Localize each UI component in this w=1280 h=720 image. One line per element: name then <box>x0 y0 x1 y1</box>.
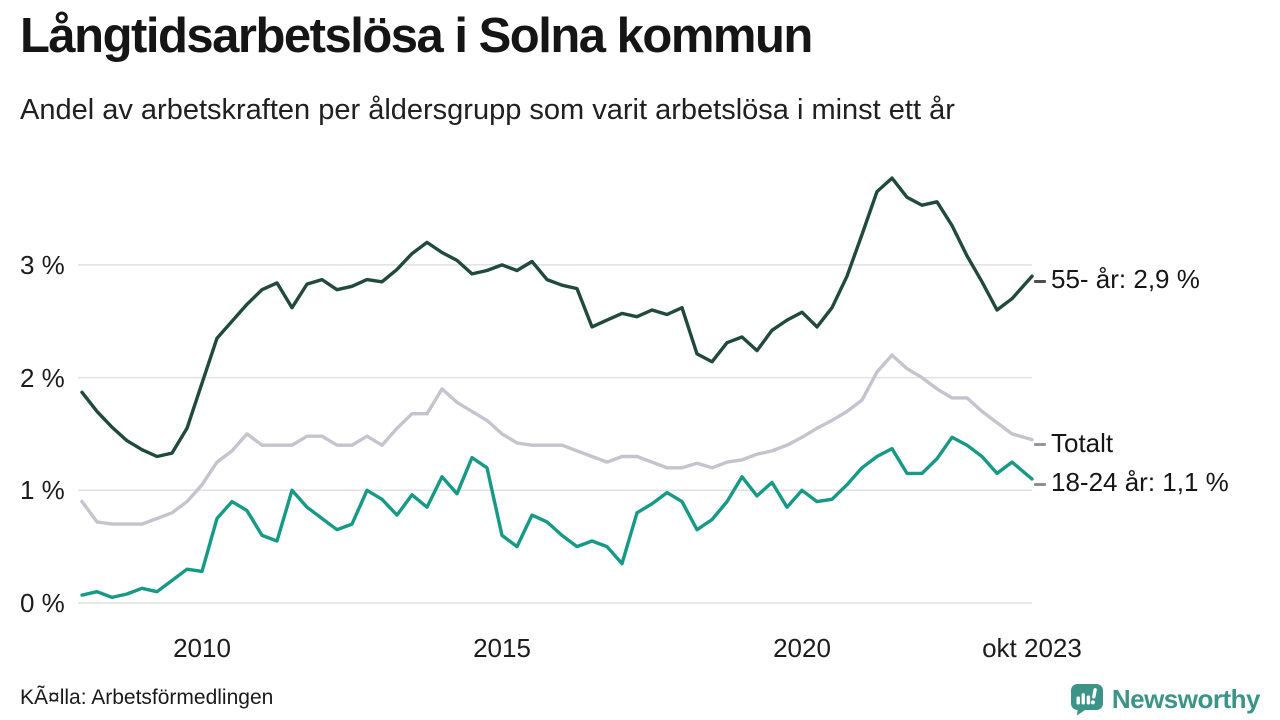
series-end-label-55-r: 55- år: 2,9 % <box>1034 264 1200 294</box>
end-label-text: Totalt <box>1051 427 1114 458</box>
newsworthy-icon <box>1070 684 1103 716</box>
series-line-totalt <box>80 353 1034 526</box>
brand-name: Newsworthy <box>1111 684 1261 714</box>
x-tick-label: 2010 <box>173 633 231 663</box>
x-tick-label: 2015 <box>473 633 531 663</box>
end-label-text: 18-24 år: 1,1 % <box>1051 467 1229 498</box>
y-tick-label: 3 % <box>20 249 65 280</box>
bar-chart-glyph <box>1076 693 1090 705</box>
page-title: Långtidsarbetslösa i Solna kommun <box>20 9 813 63</box>
series-end-label-totalt: Totalt <box>1034 428 1113 458</box>
end-label-tick <box>1034 482 1046 486</box>
end-label-text: 55- år: 2,9 % <box>1051 264 1200 295</box>
end-label-tick <box>1034 443 1046 447</box>
page-subtitle: Andel av arbetskraften per åldersgrupp s… <box>20 94 955 126</box>
y-tick-label: 2 % <box>20 362 65 393</box>
series-end-label-18-24-r: 18-24 år: 1,1 % <box>1034 467 1229 497</box>
series-line-55-r <box>80 176 1034 459</box>
brand-logo: Newsworthy <box>1070 683 1261 716</box>
x-tick-label: 2020 <box>773 633 831 663</box>
y-tick-label: 0 % <box>20 588 65 618</box>
source-note: KÃ¤lla: Arbetsförmedlingen <box>20 686 274 709</box>
end-label-tick <box>1034 279 1046 283</box>
series-line-18-24-r <box>80 435 1034 600</box>
exclamation-glyph <box>1090 688 1097 705</box>
y-tick-label: 1 % <box>20 475 65 506</box>
x-tick-label: okt 2023 <box>982 633 1082 663</box>
